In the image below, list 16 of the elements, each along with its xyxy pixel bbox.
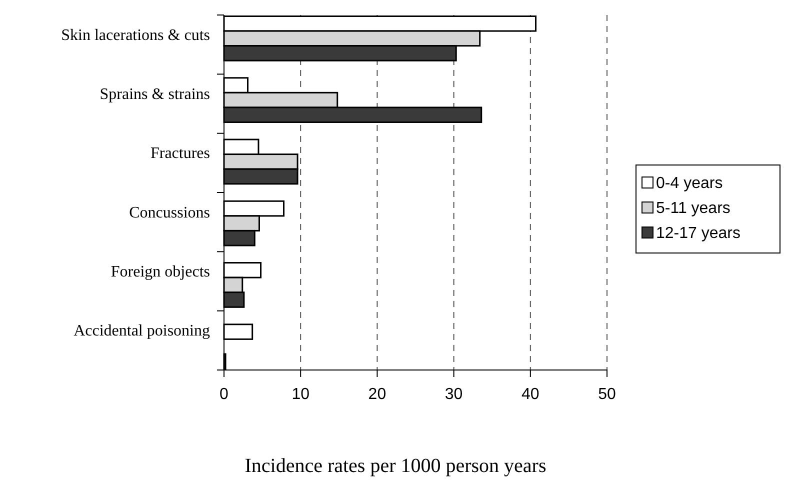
y-tick-label: Concussions [129,204,210,222]
legend-label: 0-4 years [656,175,723,192]
y-tick-label: Foreign objects [110,263,210,280]
y-tick-label: Sprains & strains [100,86,210,103]
x-tick-label: 50 [598,386,616,404]
x-tick-label: 30 [444,386,463,404]
legend-label: 5-11 years [656,200,730,217]
x-tick-label: 20 [368,386,386,404]
x-tick-label: 40 [522,386,540,404]
x-tick-label: 0 [220,386,229,404]
x-tick-label: 10 [292,386,310,404]
y-tick-label: Skin lacerations & cuts [61,26,210,44]
y-tick-label: Accidental poisoning [74,322,210,340]
x-axis-title: Incidence rates per 1000 person years [244,455,546,477]
y-tick-label: Fractures [150,145,210,162]
legend-label: 12-17 years [656,225,740,242]
